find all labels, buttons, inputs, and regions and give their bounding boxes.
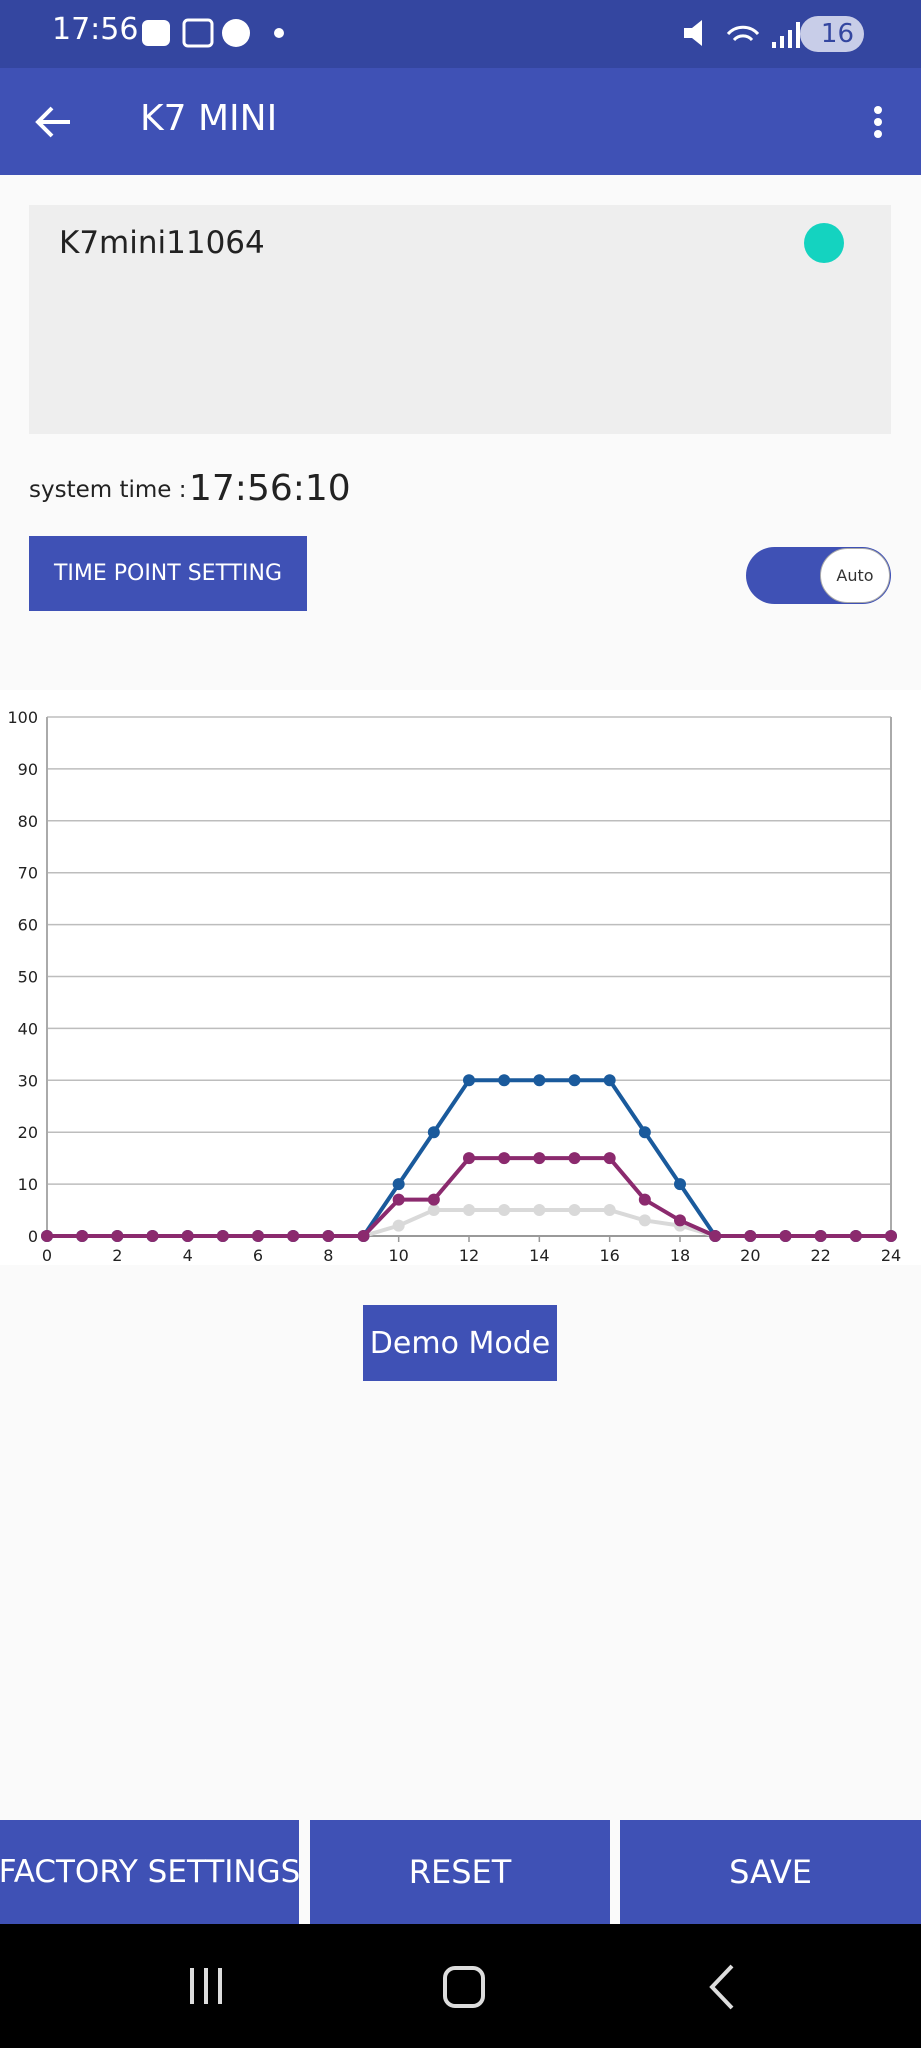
x-tick-label: 18 (670, 1246, 690, 1265)
y-tick-label: 80 (18, 812, 38, 831)
data-point (744, 1230, 757, 1242)
x-tick-label: 0 (42, 1246, 52, 1265)
device-card[interactable]: K7mini11064 (29, 205, 891, 434)
notification-icons (142, 18, 284, 48)
data-point (533, 1204, 546, 1217)
data-point (498, 1152, 511, 1165)
y-tick-label: 100 (7, 708, 38, 727)
y-tick-label: 50 (18, 968, 38, 987)
data-point (674, 1178, 686, 1191)
series-line (47, 1156, 891, 1238)
data-point (779, 1230, 792, 1242)
y-tick-label: 60 (18, 916, 38, 935)
time-point-button[interactable]: TIME POINT SETTING (29, 536, 307, 611)
x-tick-label: 22 (810, 1246, 830, 1265)
data-point (463, 1074, 475, 1087)
data-point (181, 1230, 194, 1242)
data-point (849, 1230, 862, 1242)
back-button[interactable] (34, 104, 74, 140)
save-button[interactable]: SAVE (620, 1820, 921, 1924)
y-tick-label: 40 (18, 1019, 38, 1038)
y-tick-label: 0 (28, 1227, 38, 1246)
data-point (427, 1126, 440, 1139)
x-tick-label: 16 (599, 1246, 619, 1265)
y-tick-label: 90 (18, 760, 38, 779)
data-point (463, 1152, 475, 1165)
data-point (638, 1193, 651, 1206)
x-tick-label: 12 (459, 1246, 479, 1265)
data-point (76, 1230, 89, 1242)
app-bar: K7 MINI (0, 68, 921, 175)
data-point (392, 1193, 405, 1206)
nav-bar (0, 1924, 921, 2048)
data-point (463, 1204, 475, 1217)
data-point (603, 1152, 616, 1165)
data-point (814, 1230, 827, 1242)
x-tick-label: 24 (881, 1246, 901, 1265)
data-point (146, 1230, 159, 1242)
data-point (568, 1074, 581, 1087)
y-tick-label: 70 (18, 864, 38, 883)
data-point (568, 1204, 581, 1217)
demo-button[interactable]: Demo Mode (363, 1305, 557, 1381)
data-point (392, 1178, 405, 1191)
data-point (674, 1214, 686, 1227)
data-point (41, 1230, 53, 1242)
data-point (568, 1152, 581, 1165)
reset-button[interactable]: RESET (310, 1820, 610, 1924)
status-dot (804, 223, 844, 263)
data-point (603, 1204, 616, 1217)
status-bar: 17:56 16 (0, 0, 921, 68)
system-time-label: system time : (29, 477, 187, 503)
data-point (322, 1230, 335, 1242)
menu-button[interactable] (868, 104, 888, 144)
factory-button[interactable]: FACTORY SETTINGS (0, 1820, 300, 1924)
data-point (216, 1230, 229, 1242)
data-point (885, 1230, 897, 1242)
y-tick-label: 30 (18, 1071, 38, 1090)
data-point (709, 1230, 722, 1242)
x-tick-label: 6 (253, 1246, 263, 1265)
data-point (603, 1074, 616, 1087)
x-tick-label: 8 (323, 1246, 333, 1265)
y-tick-label: 10 (18, 1175, 38, 1194)
data-point (638, 1214, 651, 1227)
app-title: K7 MINI (140, 98, 278, 139)
data-point (287, 1230, 300, 1242)
toggle[interactable]: Auto (746, 547, 891, 604)
x-tick-label: 10 (388, 1246, 408, 1265)
data-point (638, 1126, 651, 1139)
data-point (111, 1230, 124, 1242)
y-tick-label: 20 (18, 1123, 38, 1142)
data-point (427, 1204, 440, 1217)
data-point (357, 1230, 370, 1242)
data-point (392, 1219, 405, 1232)
toggle-label: Auto (820, 548, 890, 603)
battery: 16 (800, 16, 864, 52)
data-point (533, 1074, 546, 1087)
data-point (533, 1152, 546, 1165)
x-tick-label: 4 (183, 1246, 193, 1265)
data-point (498, 1204, 511, 1217)
system-icons (684, 20, 800, 48)
x-tick-label: 2 (112, 1246, 122, 1265)
device-name: K7mini11064 (59, 225, 265, 261)
clock: 17:56 (52, 12, 139, 47)
x-tick-label: 20 (740, 1246, 760, 1265)
data-point (252, 1230, 264, 1242)
x-tick-label: 14 (529, 1246, 549, 1265)
data-point (498, 1074, 511, 1087)
system-time-value: 17:56:10 (189, 468, 351, 509)
data-point (427, 1193, 440, 1206)
